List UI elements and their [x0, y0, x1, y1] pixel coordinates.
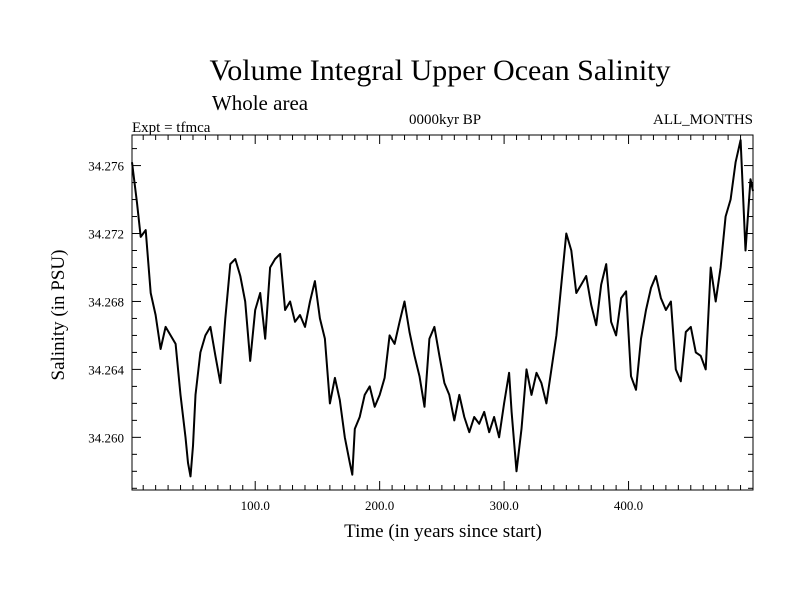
y-tick-label: 34.260: [88, 430, 124, 445]
y-tick-label: 34.272: [88, 227, 124, 242]
x-tick-label: 100.0: [241, 498, 270, 513]
plot-frame: [131, 134, 754, 491]
tick-labels: 100.0 200.0 300.0 400.0 34.260 34.264 34.268 34…: [88, 159, 643, 513]
x-tick-label: 200.0: [365, 498, 394, 513]
period-label: 0000kyr BP: [409, 112, 481, 128]
y-axis-label: Salinity (in PSU): [48, 250, 69, 381]
y-tick-label: 34.276: [88, 159, 124, 174]
experiment-label: Expt = tfmca: [132, 120, 211, 136]
x-tick-label: 400.0: [614, 498, 643, 513]
chart-subtitle: Whole area: [212, 91, 309, 115]
chart-title: Volume Integral Upper Ocean Salinity: [210, 54, 671, 87]
months-label: ALL_MONTHS: [653, 112, 753, 128]
y-tick-label: 34.264: [88, 362, 124, 377]
axis-ticks: [132, 135, 754, 490]
x-axis-label: Time (in years since start): [344, 521, 542, 542]
y-tick-label: 34.268: [88, 294, 124, 309]
salinity-series-line: [131, 139, 754, 478]
x-tick-label: 300.0: [489, 498, 518, 513]
